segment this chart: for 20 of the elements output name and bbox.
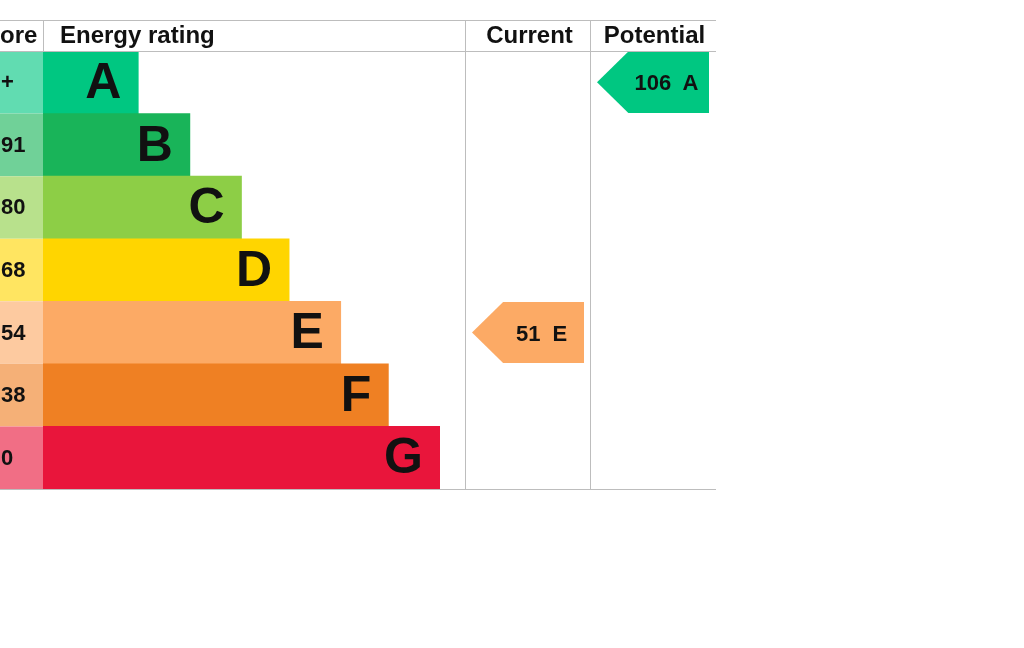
y-tick-label: A (85, 53, 122, 110)
text: Potential (603, 21, 706, 49)
y-tick-label: C (188, 178, 225, 235)
text: + (1, 69, 14, 95)
text: Current (486, 21, 573, 49)
text: 68 (1, 257, 26, 283)
text: 51 E (516, 320, 568, 347)
text: 91 (1, 131, 26, 157)
text: 54 (1, 319, 27, 345)
y-tick-label: E (290, 303, 324, 360)
y-tick-label: F (340, 365, 372, 422)
chart-title: Energy rating (60, 21, 215, 49)
text: 106 A (634, 70, 699, 97)
y-tick-label: B (136, 115, 173, 172)
y-tick-label: G (384, 428, 423, 485)
text: 0 (1, 444, 14, 470)
text: 80 (1, 194, 26, 220)
text: 38 (1, 382, 26, 408)
y-tick-label: D (236, 240, 273, 297)
text: ore (0, 21, 38, 49)
